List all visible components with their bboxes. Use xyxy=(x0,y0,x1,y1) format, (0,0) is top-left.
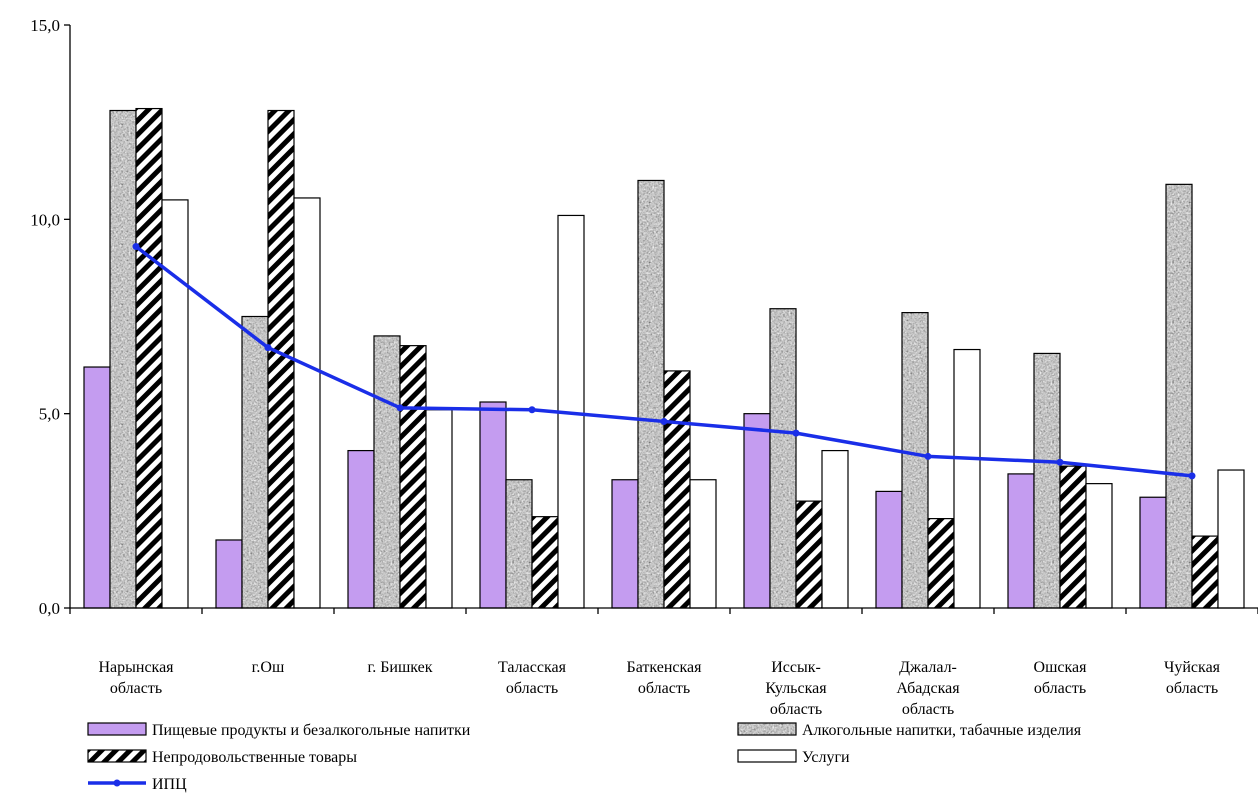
y-tick-label: 0,0 xyxy=(39,599,60,618)
cpi-point-4 xyxy=(528,406,536,414)
bar-series-3-cat-9 xyxy=(1191,535,1219,609)
legend-swatch xyxy=(737,722,797,736)
legend-item-ипц: ИПЦ xyxy=(88,776,187,793)
bar-series-1-cat-1 xyxy=(83,366,111,609)
cpi-point-2 xyxy=(264,344,272,352)
x-category-label: Джалал-Абадская область xyxy=(896,659,960,718)
bar-series-2-cat-8 xyxy=(1033,352,1061,609)
cpi-point-9 xyxy=(1188,472,1196,480)
bar-series-3-cat-5 xyxy=(663,370,691,609)
bar-series-4-cat-9 xyxy=(1217,469,1245,609)
legend-label: Пищевые продукты и безалкогольные напитк… xyxy=(152,722,471,739)
cpi-point-3 xyxy=(396,404,404,412)
bar-series-2-cat-7 xyxy=(901,312,929,609)
legend-item-пищевые-продукты-и-безалкогольные-напитки: Пищевые продукты и безалкогольные напитк… xyxy=(87,722,471,739)
bar-series-4-cat-6 xyxy=(821,449,849,609)
legend-swatch xyxy=(87,749,147,763)
bar-series-4-cat-1 xyxy=(161,199,189,609)
x-category-label: Таласская область xyxy=(498,659,567,697)
bar-series-4-cat-7 xyxy=(953,348,981,609)
bar-series-3-cat-7 xyxy=(927,518,955,609)
bar-series-2-cat-2 xyxy=(241,315,269,609)
x-category-label: г.Ош xyxy=(252,659,285,676)
bar-series-2-cat-5 xyxy=(637,179,665,609)
bar-series-3-cat-4 xyxy=(531,516,559,609)
x-category-label: Иссык-Кульская область xyxy=(765,659,827,718)
bar-series-1-cat-9 xyxy=(1139,496,1167,609)
cpi-point-7 xyxy=(924,452,932,460)
bar-series-2-cat-1 xyxy=(109,109,137,609)
bar-series-1-cat-6 xyxy=(743,413,771,609)
plot-area: 0,0 5,0 10,0 15,0 Нарынская область г.Ош г. Биш… xyxy=(0,16,1258,722)
y-tick-label: 10,0 xyxy=(30,210,60,229)
y-tick-label: 5,0 xyxy=(39,405,60,424)
legend-item-алкогольные-напитки-табачные-изделия: Алкогольные напитки, табачные изделия xyxy=(737,722,1082,739)
legend-swatch-marker xyxy=(113,779,121,787)
x-category-label: Ошская область xyxy=(1034,659,1088,697)
bar-series-1-cat-2 xyxy=(215,539,243,609)
bar-series-1-cat-7 xyxy=(875,490,903,609)
legend-swatch xyxy=(87,722,147,736)
bar-series-4-cat-8 xyxy=(1085,483,1113,609)
cpi-point-5 xyxy=(660,417,668,425)
bar-series-2-cat-3 xyxy=(373,335,401,609)
bar-series-3-cat-6 xyxy=(795,500,823,609)
x-category-label: г. Бишкек xyxy=(367,659,432,676)
bar-series-2-cat-6 xyxy=(769,308,797,609)
bar-series-1-cat-8 xyxy=(1007,473,1035,609)
legend: Пищевые продукты и безалкогольные напитк… xyxy=(87,722,1082,793)
legend-label: ИПЦ xyxy=(152,776,187,793)
label-mask xyxy=(0,716,1258,722)
legend-item-непродовольственные-товары: Непродовольственные товары xyxy=(87,749,357,766)
cpi-point-6 xyxy=(792,429,800,437)
bar-series-3-cat-1 xyxy=(135,107,163,609)
cpi-point-8 xyxy=(1056,458,1064,466)
bar-series-2-cat-4 xyxy=(505,479,533,609)
bar-series-4-cat-2 xyxy=(293,197,321,609)
bar-series-2-cat-9 xyxy=(1165,183,1193,609)
bar-series-1-cat-5 xyxy=(611,479,639,609)
bar-series-1-cat-4 xyxy=(479,401,507,609)
bar-series-3-cat-3 xyxy=(399,345,427,609)
bar-series-1-cat-3 xyxy=(347,449,375,609)
legend-label: Алкогольные напитки, табачные изделия xyxy=(802,722,1082,739)
bar-series-4-cat-5 xyxy=(689,479,717,609)
y-tick-label: 15,0 xyxy=(30,16,60,35)
legend-label: Непродовольственные товары xyxy=(152,749,357,766)
legend-label: Услуги xyxy=(802,749,850,766)
bar-series-4-cat-3 xyxy=(425,409,453,609)
x-category-label: Чуйская область xyxy=(1164,659,1221,697)
x-category-label: Баткенская область xyxy=(627,659,703,697)
legend-item-услуги: Услуги xyxy=(737,749,850,766)
bar-series-3-cat-8 xyxy=(1059,465,1087,609)
x-category-label: Нарынская область xyxy=(98,659,174,697)
cpi-point-1 xyxy=(132,243,140,251)
legend-swatch xyxy=(737,749,797,763)
